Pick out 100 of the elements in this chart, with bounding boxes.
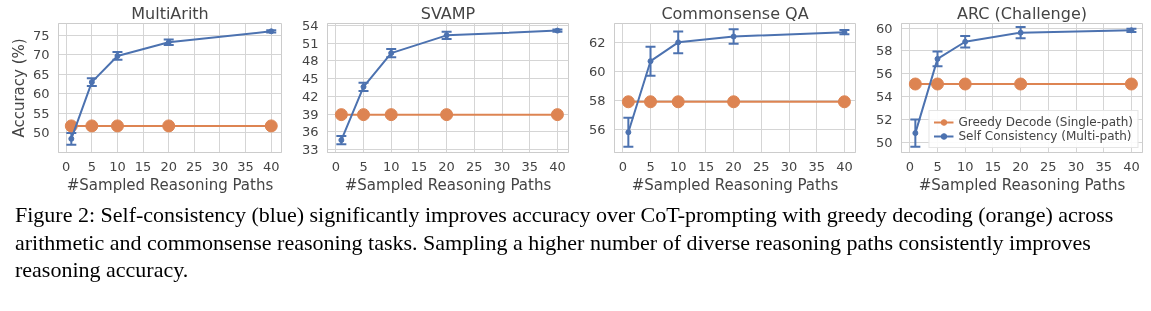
x-axis-title: #Sampled Reasoning Paths [631,175,839,194]
point [264,119,278,133]
y-tick-label: 54 [875,89,893,105]
point [962,38,969,45]
x-tick-label: 40 [1123,158,1140,174]
point [912,130,919,137]
chart-title: MultiArith [131,3,209,23]
point [647,58,654,65]
x-tick-label: 20 [438,158,455,174]
y-tick-label: 65 [32,66,50,82]
y-tick-label: 52 [875,111,893,127]
x-tick-label: 5 [933,158,942,174]
y-tick-label: 54 [301,17,319,33]
point [727,95,741,109]
point [958,77,972,91]
point [675,39,682,46]
x-axis-title: #Sampled Reasoning Paths [918,175,1126,194]
point [550,108,564,122]
x-tick-label: 20 [160,158,177,174]
point [1014,77,1028,91]
point [1017,29,1024,36]
x-tick-label: 5 [87,158,96,174]
x-tick-label: 25 [1040,158,1057,174]
y-tick-label: 60 [32,86,50,102]
point [384,108,398,122]
y-tick-label: 56 [875,66,893,82]
x-axis-title: #Sampled Reasoning Paths [66,175,274,194]
point [908,77,922,91]
x-tick-label: 0 [618,158,627,174]
point [730,33,737,40]
chart-title: Commonsense QA [661,3,809,23]
x-tick-label: 25 [753,158,770,174]
x-tick-label: 30 [493,158,511,174]
x-tick-label: 20 [1012,158,1029,174]
x-tick-label: 0 [62,158,71,174]
point [621,95,635,109]
x-tick-label: 30 [780,158,798,174]
x-tick-label: 10 [956,158,974,174]
y-tick-label: 51 [301,35,319,51]
y-tick-label: 75 [32,27,50,43]
y-tick-label: 55 [32,105,50,121]
chart-title: ARC (Challenge) [957,3,1087,23]
point [68,135,75,142]
point [85,119,99,133]
x-axis-title: #Sampled Reasoning Paths [344,175,552,194]
x-tick-label: 15 [134,158,152,174]
point [934,55,941,62]
legend-label: Greedy Decode (Single-path) [958,115,1133,129]
x-tick-label: 40 [549,158,566,174]
point [110,119,124,133]
point [440,108,454,122]
x-tick-label: 5 [646,158,655,174]
point [931,77,945,91]
x-tick-label: 15 [410,158,428,174]
y-tick-label: 39 [301,106,319,122]
chart-title: SVAMP [420,3,476,23]
x-tick-label: 30 [211,158,229,174]
point [357,108,371,122]
x-tick-label: 30 [1067,158,1085,174]
y-tick-label: 58 [588,92,606,108]
y-tick-label: 60 [588,63,606,79]
y-tick-label: 42 [301,88,319,104]
x-tick-label: 10 [109,158,126,174]
y-tick-label: 36 [301,124,319,140]
point [644,95,658,109]
y-tick-label: 33 [301,142,319,158]
x-tick-label: 35 [521,158,538,174]
x-tick-label: 5 [359,158,368,174]
x-tick-label: 40 [836,158,853,174]
y-tick-label: 56 [588,121,606,137]
x-tick-label: 25 [466,158,483,174]
x-tick-label: 10 [669,158,687,174]
y-tick-label: 58 [875,43,893,59]
y-tick-label: 62 [588,34,606,50]
x-tick-label: 15 [984,158,1002,174]
y-tick-label: 48 [301,53,319,69]
x-tick-label: 40 [262,158,280,174]
x-tick-label: 20 [725,158,742,174]
y-tick-label: 60 [875,20,893,36]
legend-label: Self Consistency (Multi-path) [958,129,1132,143]
point [671,95,685,109]
y-tick-label: 50 [32,125,50,141]
caption: Figure 2: Self-consistency (blue) significantly improves accuracy over CoT-prompting with greedy decoding (orange) across arithmetic and commonsense reasoning tasks. Sampling a higher number of diverse reasoning paths consistently improves reasoning accuracy. [15,201,1115,284]
x-tick-label: 35 [237,158,254,174]
y-tick-label: 50 [875,134,893,150]
y-axis-title: Accuracy (%) [9,38,28,138]
x-tick-label: 35 [1095,158,1112,174]
x-tick-label: 15 [697,158,715,174]
x-tick-label: 25 [186,158,203,174]
y-tick-label: 70 [32,47,50,63]
point [837,95,851,109]
point [162,119,176,133]
x-tick-label: 10 [382,158,400,174]
point [1124,77,1138,91]
x-tick-label: 0 [331,158,340,174]
x-tick-label: 35 [808,158,825,174]
point [625,129,632,136]
x-tick-label: 0 [905,158,914,174]
y-tick-label: 45 [301,71,319,87]
point [334,108,348,122]
